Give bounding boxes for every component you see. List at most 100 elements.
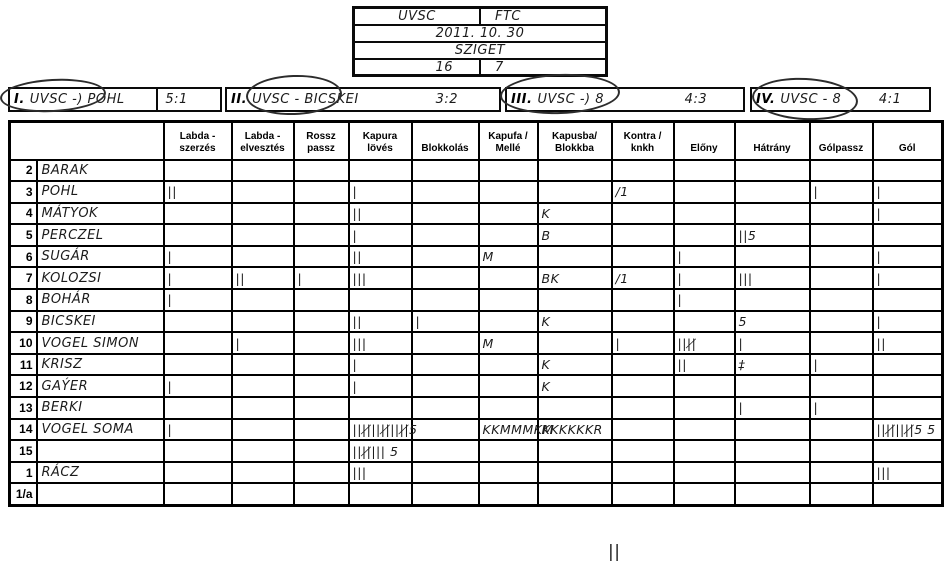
stat-cell [477,352,539,377]
stat-cell [871,288,944,312]
home-team: UVSC [398,9,436,24]
stat-cell [808,309,874,334]
stat-cell [292,352,350,377]
column-header: Rossz passz [292,120,350,161]
stat-cell [347,396,413,420]
stat-cell [610,158,675,183]
stat-cell [808,223,874,247]
stat-cell [733,244,811,269]
player-name: BICSKEI [35,309,165,334]
stray-tally-mark: || [608,542,621,562]
stat-cell [292,439,350,463]
quarter-2-numeral: II. [231,92,248,107]
row-number: 10 [8,331,38,355]
scoreboard-teams-row: UVSC FTC [355,9,605,26]
quarter-1-label: UVSC -) POHL [29,92,125,107]
stat-cell [347,482,413,506]
away-score: 7 [479,60,605,75]
table-row: 9 BICSKEI || | K 5 | [8,309,944,334]
player-name: POHL [35,180,165,204]
stat-cell [672,309,736,334]
stat-cell [536,288,613,312]
stat-cell: | [871,266,944,291]
stat-cell [536,460,613,485]
stat-cell [230,460,295,485]
stat-cell [230,482,295,506]
stat-cell [672,158,736,183]
table-row: 13 BERKI | | [8,396,944,420]
stat-cell [672,460,736,485]
stat-cell: ‡ [733,352,811,377]
match-date: 2011. 10. 30 [435,26,525,41]
stat-cell [292,223,350,247]
quarter-4-label: UVSC - 8 [780,92,842,107]
column-header: Blokkolás [410,120,480,161]
column-header: Labda - elvesztés [230,120,295,161]
stat-cell [536,439,613,463]
table-row: 11 KRISZ | K || ‡ | [8,352,944,377]
stat-cell [808,460,874,485]
quarter-2-score: 3:2 [435,92,459,107]
table-row: 4 MÁTYOK || K | [8,201,944,226]
stat-cell [292,201,350,226]
venue: SZIGET [454,43,506,58]
stat-cell: | [808,396,874,420]
table-row: 12 GAÝER | | K [8,374,944,399]
row-number: 11 [8,352,38,377]
stat-cell: | [162,374,233,399]
stat-cell: ||| [347,460,413,485]
stat-cell: | [347,180,413,204]
stat-cell [808,439,874,463]
stat-cell: | [672,288,736,312]
quarter-1-numeral: I. [14,92,25,107]
stat-cell [410,417,480,442]
quarter-4-box: IV. UVSC - 8 4:1 [750,87,931,112]
column-header: Kapura lövés [347,120,413,161]
stat-cell [162,158,233,183]
stat-cell [808,244,874,269]
player-name [35,439,165,463]
stat-cell [871,352,944,377]
stat-cell [162,352,233,377]
stat-cell [477,180,539,204]
row-number: 8 [8,288,38,312]
player-name: MÁTYOK [35,201,165,226]
stat-cell [230,201,295,226]
stat-cell [477,460,539,485]
table-row: 6 SUGÁR | || M | | [8,244,944,269]
stat-cell: | [808,180,874,204]
stat-cell [477,439,539,463]
stat-cell: B [536,223,613,247]
quarter-1-divider [156,89,158,110]
stat-cell [230,374,295,399]
stat-cell [871,374,944,399]
stat-cell [808,266,874,291]
stat-cell: | [672,266,736,291]
player-name: BOHÁR [35,288,165,312]
stat-cell: || [162,180,233,204]
stat-cell [410,460,480,485]
stat-cell [610,417,675,442]
stat-cell [477,158,539,183]
stat-cell [162,460,233,485]
stat-cell: ||| [347,266,413,291]
row-number: 5 [8,223,38,247]
stat-cell [536,158,613,183]
stat-cell: | [808,352,874,377]
row-number: 12 [8,374,38,399]
stat-cell [410,244,480,269]
stat-cell [733,460,811,485]
stat-cell [536,396,613,420]
table-row: 5 PERCZEL | B ||5 [8,223,944,247]
stats-table: Labda - szerzés Labda - elvesztés Rossz pa… [8,120,944,507]
player-name: PERCZEL [35,223,165,247]
stat-cell [536,331,613,355]
stat-cell: ||5 [733,223,811,247]
stat-cell: | [162,417,233,442]
stat-cell: | [347,352,413,377]
stat-cell [871,439,944,463]
stat-cell [410,158,480,183]
stat-cell [477,201,539,226]
column-header: Kapufa / Mellé [477,120,539,161]
stat-cell [292,244,350,269]
